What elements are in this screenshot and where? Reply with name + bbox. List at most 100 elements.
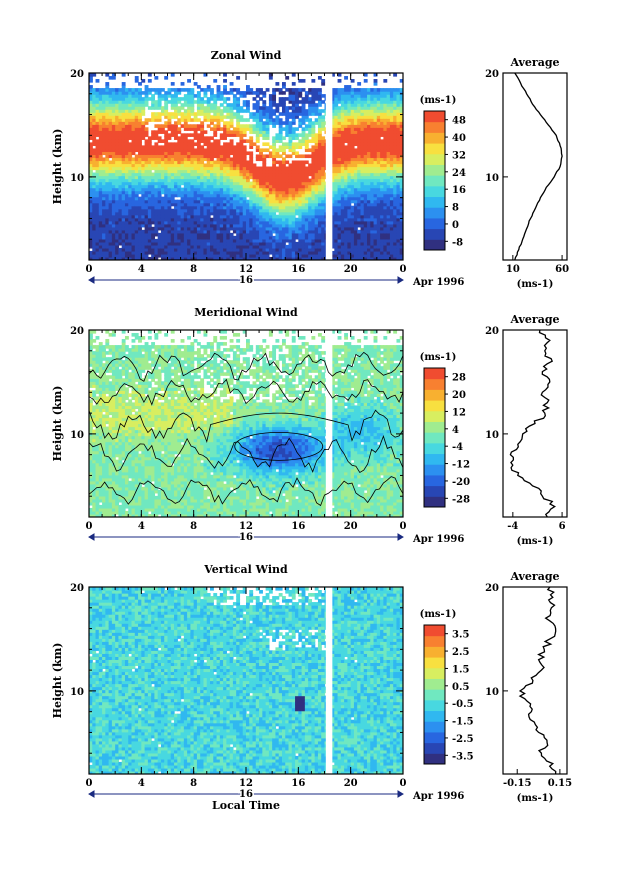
heatmap-cell	[295, 91, 299, 95]
heatmap-cell	[376, 166, 381, 171]
heatmap-cell	[98, 127, 103, 131]
heatmap-cell	[357, 154, 362, 159]
heatmap-cell	[311, 220, 316, 225]
heatmap-cell	[337, 172, 342, 177]
heatmap-cell	[386, 160, 391, 165]
heatmap-cell	[183, 235, 188, 240]
heatmap-cell	[151, 172, 156, 177]
heatmap-cell	[344, 145, 348, 150]
heatmap-cell	[363, 256, 368, 260]
heatmap-cell	[134, 196, 139, 201]
heatmap-cell	[370, 124, 375, 128]
heatmap-cell	[174, 208, 178, 213]
heatmap-cell	[317, 199, 322, 204]
heatmap-cell	[226, 160, 231, 165]
heatmap-cell	[314, 250, 319, 255]
heatmap-cell	[98, 214, 103, 219]
heatmap-cell	[183, 187, 188, 192]
heatmap-cell	[301, 196, 306, 201]
heatmap-cell	[180, 88, 185, 92]
heatmap-cell	[111, 178, 116, 183]
heatmap-cell	[144, 253, 149, 258]
heatmap-cell	[190, 127, 195, 131]
heatmap-cell	[373, 208, 378, 213]
heatmap-cell	[393, 190, 398, 195]
heatmap-cell	[229, 196, 234, 201]
heatmap-cell	[357, 184, 362, 189]
heatmap-cell	[138, 130, 142, 134]
heatmap-cell	[98, 112, 103, 116]
heatmap-cell	[108, 148, 113, 153]
heatmap-cell	[203, 181, 208, 186]
heatmap-cell	[95, 94, 100, 98]
heatmap-cell	[347, 85, 352, 89]
heatmap-cell	[206, 199, 211, 204]
heatmap-cell	[216, 145, 221, 150]
heatmap-cell	[164, 193, 169, 198]
heatmap-cell	[291, 145, 296, 150]
heatmap-cell	[196, 100, 201, 104]
heatmap-cell	[174, 217, 178, 222]
heatmap-cell	[138, 205, 142, 210]
heatmap-cell	[89, 127, 93, 131]
heatmap-cell	[344, 250, 348, 255]
heatmap-cell	[357, 220, 362, 225]
heatmap-cell	[180, 148, 185, 153]
heatmap-cell	[170, 220, 175, 225]
heatmap-cell	[340, 142, 345, 146]
heatmap-cell	[360, 166, 365, 171]
heatmap-cell	[170, 235, 175, 240]
heatmap-cell	[386, 211, 391, 216]
heatmap-cell	[131, 208, 136, 213]
heatmap-cell	[255, 109, 260, 113]
heatmap-cell	[281, 247, 286, 252]
heatmap-cell	[311, 202, 316, 207]
heatmap-cell	[229, 235, 234, 240]
heatmap-cell	[128, 103, 133, 107]
heatmap-cell	[301, 193, 306, 198]
heatmap-cell	[259, 97, 263, 101]
heatmap-cell	[193, 130, 198, 134]
heatmap-cell	[157, 241, 162, 246]
heatmap-cell	[124, 220, 129, 225]
heatmap-cell	[347, 121, 352, 125]
heatmap-cell	[213, 226, 218, 231]
heatmap-cell	[226, 217, 231, 222]
heatmap-cell	[331, 145, 335, 150]
heatmap-cell	[295, 88, 299, 92]
heatmap-cell	[278, 121, 283, 125]
heatmap-cell	[102, 166, 106, 171]
heatmap-cell	[105, 115, 110, 119]
heatmap-cell	[223, 178, 227, 183]
heatmap-cell	[226, 133, 231, 137]
heatmap-cell	[340, 178, 345, 183]
heatmap-cell	[239, 211, 244, 216]
heatmap-cell	[347, 154, 352, 159]
heatmap-cell	[321, 169, 326, 174]
heatmap-cell	[295, 211, 299, 216]
heatmap-cell	[367, 130, 371, 134]
heatmap-cell	[334, 193, 339, 198]
heatmap-cell	[301, 208, 306, 213]
heatmap-cell	[321, 100, 326, 104]
heatmap-cell	[170, 190, 175, 195]
heatmap-cell	[360, 169, 365, 174]
heatmap-cell	[360, 115, 365, 119]
heatmap-cell	[131, 139, 136, 143]
heatmap-cell	[350, 163, 355, 168]
heatmap-cell	[239, 181, 244, 186]
heatmap-cell	[331, 142, 335, 146]
heatmap-cell	[393, 91, 398, 95]
heatmap-cell	[98, 100, 103, 104]
heatmap-cell	[363, 79, 368, 83]
heatmap-cell	[383, 91, 388, 95]
heatmap-cell	[203, 190, 208, 195]
heatmap-cell	[259, 256, 263, 260]
heatmap-cell	[272, 91, 277, 95]
heatmap-cell	[157, 232, 162, 237]
heatmap-cell	[160, 220, 165, 225]
heatmap-cell	[259, 166, 263, 171]
heatmap-cell	[246, 88, 250, 92]
heatmap-cell	[278, 223, 283, 228]
heatmap-cell	[262, 193, 267, 198]
